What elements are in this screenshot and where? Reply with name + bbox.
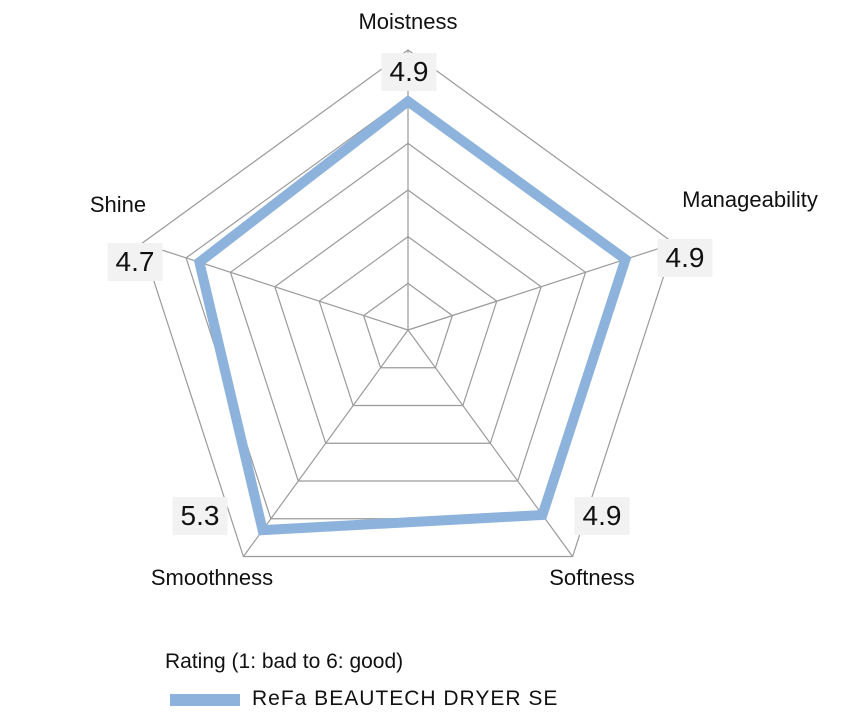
- data-label-softness: 4.9: [574, 497, 630, 535]
- axis-label-shine: Shine: [89, 192, 147, 217]
- axis-label-moistness: Moistness: [358, 9, 458, 34]
- grid-spoke: [141, 242, 409, 331]
- legend-swatch: [170, 694, 240, 706]
- legend-title: Rating (1: bad to 6: good): [165, 650, 404, 673]
- grid-ring: [140, 49, 676, 558]
- data-label-shine: 4.7: [107, 243, 163, 281]
- series-line: [193, 95, 632, 536]
- axis-label-manageability: Manageability: [682, 187, 818, 212]
- grid-ring: [362, 282, 454, 369]
- data-label-manageability: 4.9: [657, 239, 713, 277]
- grid-ring: [318, 235, 498, 407]
- axis-label-softness: Softness: [549, 565, 635, 590]
- grid-ring: [274, 189, 542, 444]
- grid-ring: [229, 142, 587, 482]
- grid-spoke: [242, 329, 409, 557]
- grid-spoke: [407, 242, 675, 331]
- axis-label-smoothness: Smoothness: [150, 565, 274, 590]
- legend-series-name: ReFa BEAUTECH DRYER SE: [252, 687, 559, 710]
- data-label-smoothness: 5.3: [172, 497, 228, 535]
- data-label-moistness: 4.9: [381, 53, 437, 91]
